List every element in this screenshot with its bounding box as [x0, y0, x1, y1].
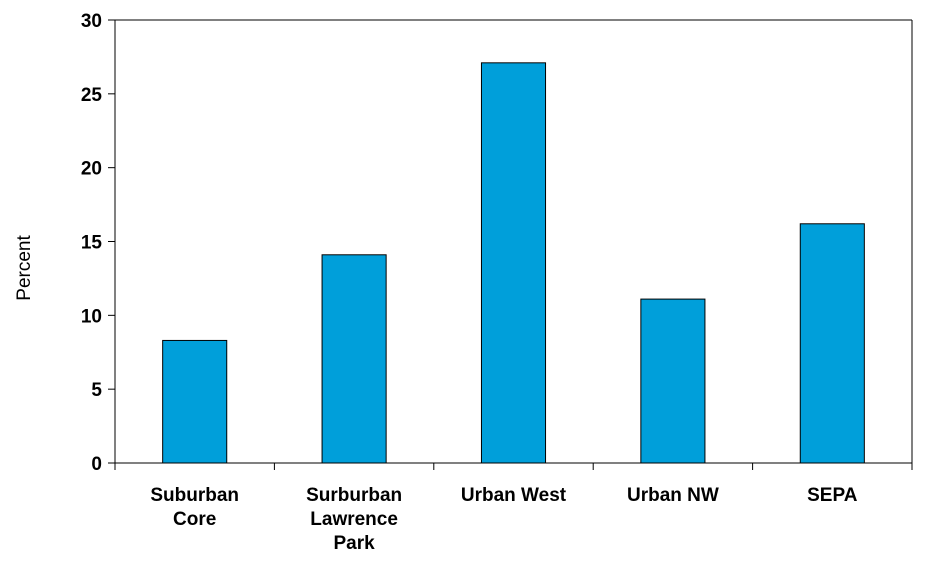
- y-tick-label: 20: [81, 159, 102, 180]
- x-category-label: SEPA: [807, 485, 858, 506]
- x-category-label: Suburban Core: [150, 485, 239, 530]
- x-axis: Suburban Core Surburban Lawrence Park Urban W…: [114, 462, 913, 554]
- bar: [640, 298, 706, 464]
- y-tick-label: 25: [81, 85, 103, 106]
- y-axis: 0 5 10 15 20 25 30: [81, 11, 116, 475]
- y-tick-label: 30: [81, 11, 102, 32]
- x-category-label: Surburban Lawrence Park: [306, 485, 402, 554]
- y-tick-label: 5: [91, 380, 102, 401]
- y-axis-title: Percent: [14, 235, 35, 301]
- y-tick-label: 10: [81, 306, 102, 327]
- bars: [162, 62, 865, 464]
- bar: [162, 339, 228, 464]
- x-category-label: Urban West: [461, 485, 567, 506]
- y-tick-label: 0: [91, 454, 102, 475]
- bar: [480, 62, 547, 464]
- y-tick-label: 15: [81, 233, 103, 254]
- bar: [799, 223, 865, 464]
- x-category-label: Urban NW: [627, 485, 719, 506]
- bar: [321, 254, 387, 464]
